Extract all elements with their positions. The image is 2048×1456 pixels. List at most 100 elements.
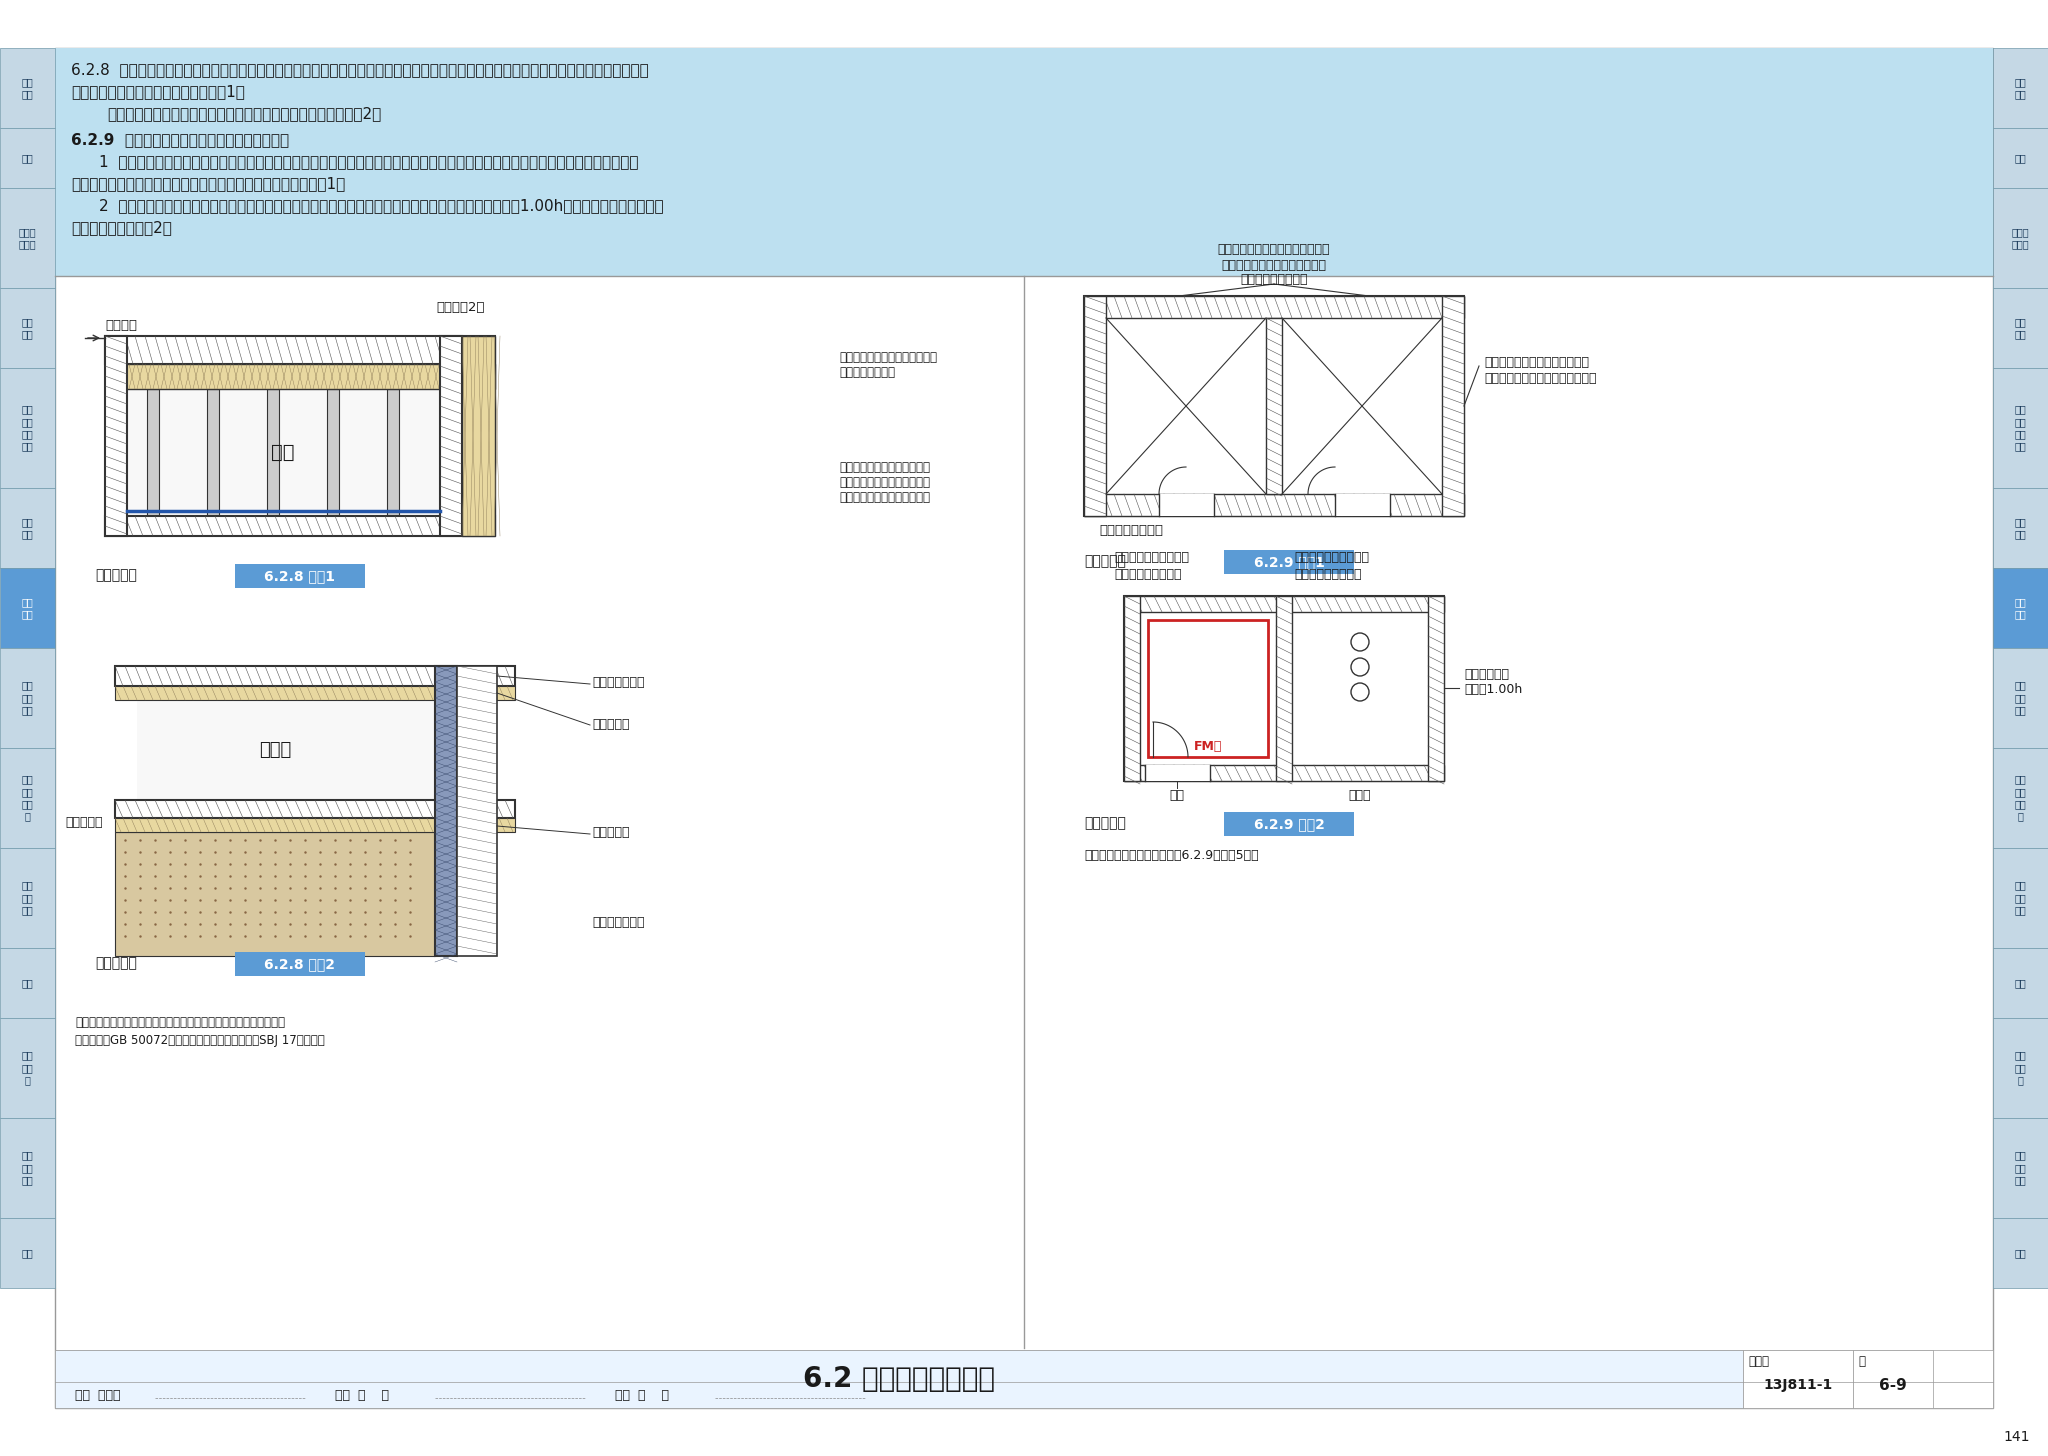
- Text: 和通气孔洞外，不应设置其他开口: 和通气孔洞外，不应设置其他开口: [1485, 371, 1597, 384]
- Bar: [1993, 1219, 2048, 1289]
- Bar: [115, 799, 514, 818]
- Text: 可燃绝热层: 可燃绝热层: [66, 817, 102, 830]
- Bar: [1993, 1018, 2048, 1118]
- Text: 附录: 附录: [2013, 1248, 2025, 1258]
- Text: 6-9: 6-9: [1880, 1377, 1907, 1392]
- Bar: [0, 128, 55, 188]
- Text: 不燃性墙体分隔: 不燃性墙体分隔: [592, 676, 645, 689]
- Bar: [137, 700, 434, 799]
- Bar: [1124, 596, 1444, 780]
- Bar: [104, 336, 127, 536]
- Bar: [115, 818, 514, 831]
- Bar: [1335, 494, 1391, 515]
- Text: 灭火
设施
救援: 灭火 设施 救援: [20, 680, 33, 715]
- Bar: [457, 665, 498, 957]
- Text: 页: 页: [1858, 1356, 1866, 1369]
- Text: 6.2.8  冷库采用泡沫塑料、稻壳等可燃材料作墙体内的绝热层时，宜采用不燃绝热材料在每层楼板处做水平防火分隔。防火分隔部位的耐火: 6.2.8 冷库采用泡沫塑料、稻壳等可燃材料作墙体内的绝热层时，宜采用不燃绝热材…: [72, 63, 649, 77]
- Bar: [1083, 494, 1464, 515]
- Text: 电梯井应独立设置: 电梯井应独立设置: [1100, 524, 1163, 537]
- Bar: [1276, 596, 1292, 780]
- Text: 供暖
空调
通风: 供暖 空调 通风: [20, 881, 33, 916]
- Text: 冷库阁楼: 冷库阁楼: [104, 319, 137, 332]
- Text: 141: 141: [2003, 1430, 2030, 1444]
- Text: 【注释】其他有关分隔和构造要求还应符合国家现行有关标准《冷库: 【注释】其他有关分隔和构造要求还应符合国家现行有关标准《冷库: [76, 1016, 285, 1029]
- Text: 甲乙
丙类
液体
储罐: 甲乙 丙类 液体 储罐: [2013, 405, 2025, 451]
- Bar: [1993, 128, 2048, 188]
- Bar: [0, 948, 55, 1018]
- Text: 校对  林    菊: 校对 林 菊: [336, 1389, 389, 1402]
- Bar: [328, 389, 340, 515]
- Text: 民用
建筑: 民用 建筑: [2013, 517, 2025, 539]
- Text: 井内严禁敷设可燃气体和甲、乙、: 井内严禁敷设可燃气体和甲、乙、: [1219, 243, 1331, 256]
- Bar: [55, 1350, 1993, 1408]
- Bar: [104, 336, 496, 364]
- Bar: [0, 368, 55, 488]
- Bar: [55, 48, 1993, 277]
- Text: 井壁的耐火极: 井壁的耐火极: [1464, 668, 1509, 681]
- Bar: [266, 389, 279, 515]
- Text: 平面示意图: 平面示意图: [1083, 553, 1126, 568]
- Text: 井道应分别独立设置: 井道应分别独立设置: [1114, 568, 1182, 581]
- Bar: [1124, 764, 1444, 780]
- Bar: [1427, 596, 1444, 780]
- Text: 编制
说明: 编制 说明: [2013, 77, 2025, 99]
- Text: 检查门: 检查门: [1350, 789, 1372, 802]
- Text: 消防
设施
的设
置: 消防 设施 的设 置: [2013, 775, 2025, 821]
- Text: 灭火
设施
救援: 灭火 设施 救援: [2013, 680, 2025, 715]
- Text: 6.2 建筑构件和管道井: 6.2 建筑构件和管道井: [803, 1366, 995, 1393]
- Bar: [440, 336, 463, 536]
- Text: 电气: 电气: [2013, 978, 2025, 989]
- Bar: [1993, 1118, 2048, 1219]
- Text: 冷库阁楼层和墙体的可燃绝热层宜采用不燃性墙体分隔。【图示2】: 冷库阁楼层和墙体的可燃绝热层宜采用不燃性墙体分隔。【图示2】: [106, 106, 381, 121]
- Text: 可燃绝热层: 可燃绝热层: [592, 826, 629, 839]
- Text: 总术符
则语号: 总术符 则语号: [18, 227, 35, 249]
- Bar: [1442, 296, 1464, 515]
- Bar: [1993, 188, 2048, 288]
- Text: 6.2.9 图示1: 6.2.9 图示1: [1253, 555, 1325, 569]
- Bar: [1993, 568, 2048, 648]
- Text: 6.2.8 图示1: 6.2.8 图示1: [264, 569, 336, 582]
- Bar: [0, 48, 55, 128]
- Bar: [1743, 1350, 1853, 1408]
- Text: 民用
建筑: 民用 建筑: [20, 517, 33, 539]
- Bar: [1083, 296, 1106, 515]
- Text: 剖面示意图: 剖面示意图: [94, 957, 137, 970]
- Bar: [1853, 1350, 1933, 1408]
- Bar: [1145, 764, 1210, 780]
- Text: 目录: 目录: [20, 153, 33, 163]
- Bar: [387, 389, 399, 515]
- Text: 1  电梯井应独立设置，井内严禁敷设可燃气体和甲、乙、丙类液体管道，不应敷设与电梯无关的电缆、电线等。电梯井的井壁除设置: 1 电梯井应独立设置，井内严禁敷设可燃气体和甲、乙、丙类液体管道，不应敷设与电梯…: [98, 154, 639, 169]
- Text: 作墙体内的绝热层: 作墙体内的绝热层: [840, 365, 895, 379]
- Text: 板处做水平防火分隔，其耐火: 板处做水平防火分隔，其耐火: [840, 476, 930, 489]
- Text: 电梯门、安全逃生门和通气孔洞外，不应设置其他开口；【图示1】: 电梯门、安全逃生门和通气孔洞外，不应设置其他开口；【图示1】: [72, 176, 346, 191]
- Bar: [115, 686, 514, 700]
- Bar: [0, 847, 55, 948]
- Bar: [1149, 620, 1268, 757]
- Text: 木建
结筑
构: 木建 结筑 构: [2013, 1051, 2025, 1085]
- Text: 消防
设施
的设
置: 消防 设施 的设 置: [20, 775, 33, 821]
- Text: 目录: 目录: [2013, 153, 2025, 163]
- Text: 丙类液体管道，不应敷设与电梯: 丙类液体管道，不应敷设与电梯: [1221, 259, 1327, 272]
- Text: 井壁除设置电梯门、安全逃生门: 井壁除设置电梯门、安全逃生门: [1485, 357, 1589, 368]
- Bar: [463, 336, 496, 536]
- Bar: [147, 389, 160, 515]
- Text: 总术符
则语号: 总术符 则语号: [2011, 227, 2030, 249]
- Text: 剖面示意图: 剖面示意图: [94, 568, 137, 582]
- Bar: [1124, 596, 1444, 612]
- Text: 建筑
构造: 建筑 构造: [20, 597, 33, 619]
- Text: 设计规范》GB 50072和《室外装配冷库设计规范》SBJ 17的规定。: 设计规范》GB 50072和《室外装配冷库设计规范》SBJ 17的规定。: [76, 1034, 326, 1047]
- Bar: [1993, 368, 2048, 488]
- Bar: [104, 364, 496, 389]
- Text: 可燃绝热层: 可燃绝热层: [592, 718, 629, 731]
- Bar: [55, 1350, 1743, 1408]
- Text: 采用泡沫塑料、稻壳等可燃材料: 采用泡沫塑料、稻壳等可燃材料: [840, 351, 938, 364]
- Text: 13J811-1: 13J811-1: [1763, 1377, 1833, 1392]
- Bar: [1266, 317, 1282, 494]
- Bar: [127, 389, 440, 515]
- Bar: [434, 665, 457, 957]
- Bar: [1993, 948, 2048, 1018]
- Text: 厂和
仓房: 厂和 仓房: [20, 317, 33, 339]
- Bar: [104, 515, 496, 536]
- Bar: [0, 1219, 55, 1289]
- Bar: [0, 188, 55, 288]
